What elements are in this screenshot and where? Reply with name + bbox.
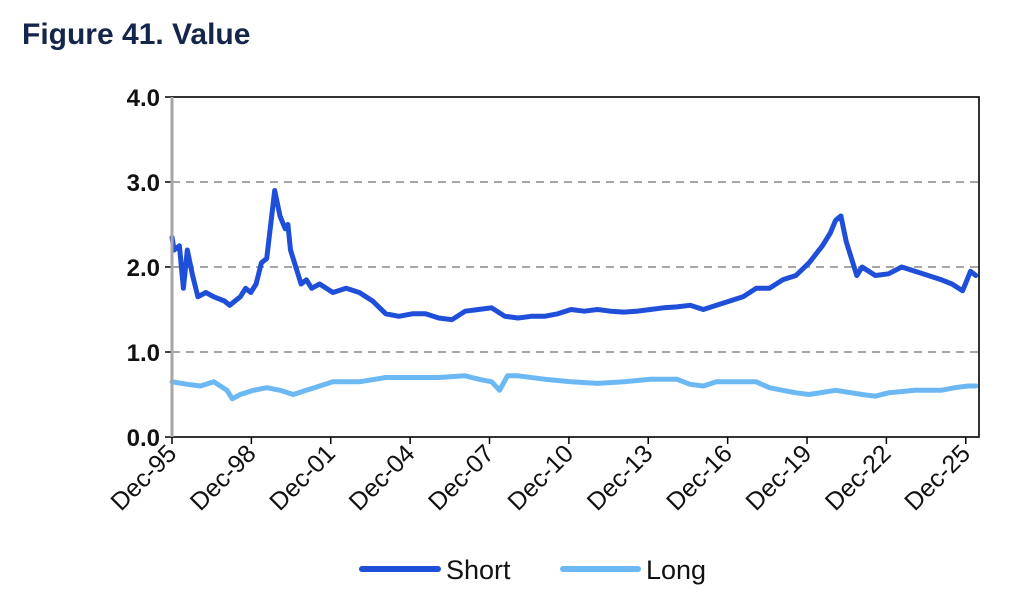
gridlines — [172, 181, 979, 353]
x-tick-label: Dec-10 — [502, 439, 579, 516]
series-long-line — [169, 373, 979, 402]
x-tick-label: Dec-25 — [899, 439, 976, 516]
x-tick-label: Dec-98 — [185, 439, 262, 516]
x-tick-label: Dec-07 — [423, 439, 500, 516]
y-tick-label: 4.0 — [127, 85, 160, 112]
legend-long-label: Long — [646, 555, 706, 585]
y-axis-ticks: 0.0 1.0 2.0 3.0 4.0 — [127, 85, 172, 452]
series-lines — [169, 188, 979, 402]
x-tick-label: Dec-01 — [264, 439, 341, 516]
legend-short-label: Short — [446, 555, 511, 585]
x-tick-label: Dec-19 — [740, 439, 817, 516]
x-axis-ticks: Dec-95 Dec-98 Dec-01 Dec-04 Dec-07 Dec-10 Dec-… — [105, 437, 976, 516]
y-tick-label: 0.0 — [127, 425, 160, 452]
x-tick-label: Dec-22 — [820, 439, 897, 516]
y-tick-label: 1.0 — [127, 340, 160, 367]
x-tick-label: Dec-04 — [344, 439, 421, 516]
y-tick-label: 3.0 — [127, 170, 160, 197]
legend: Short Long — [359, 555, 706, 585]
x-tick-label: Dec-13 — [582, 439, 659, 516]
x-tick-label: Dec-16 — [661, 439, 738, 516]
y-tick-label: 2.0 — [127, 255, 160, 282]
plot-frame — [171, 96, 980, 438]
figure-title: Figure 41. Value — [22, 18, 251, 51]
series-short-line — [169, 188, 979, 323]
